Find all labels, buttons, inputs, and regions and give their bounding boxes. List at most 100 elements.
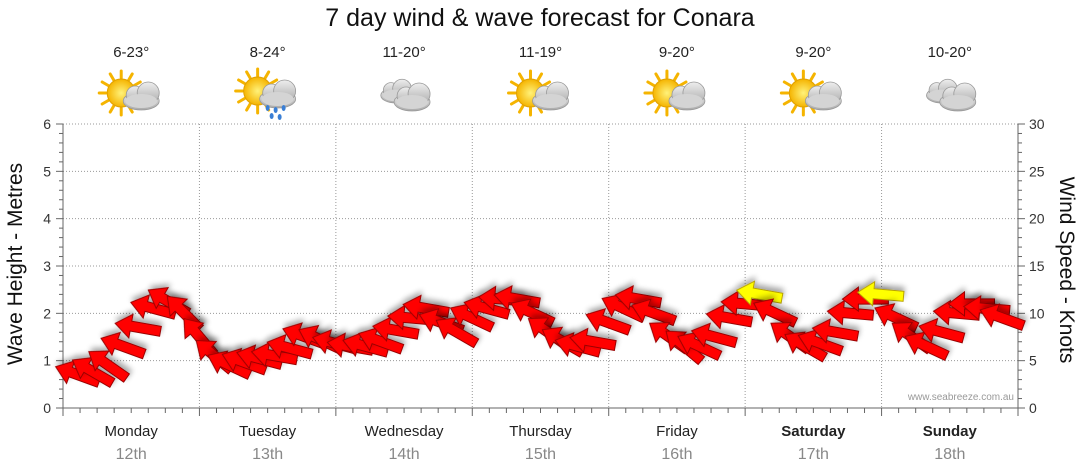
sun-ray [245,102,252,112]
wind-arrow [904,331,950,361]
sun-ray [127,72,134,82]
sun-ray [672,72,680,82]
partly-cloudy-icon [97,69,160,117]
rain-drop [277,114,282,120]
wind-arrow-shape [100,331,147,360]
date-label: 15th [525,446,556,463]
wind-arrow-shape [677,331,723,361]
left-tick-label: 6 [43,116,51,132]
day-label: Thursday [509,423,572,440]
chart-labels: 0 1 2 3 4 5 6 0 5 10 15 20 25 30 Wave Height - Metres W… [4,116,1078,463]
date-label: 13th [252,446,283,463]
wind-arrow [71,356,116,389]
temperature-label: 6-23° [113,44,150,61]
sun-ray [237,97,247,104]
right-tick-label: 25 [1029,163,1045,179]
sun-ray [678,80,688,87]
wind-arrow-shape [720,290,768,317]
wind-arrow-shape [357,326,405,355]
sun-ray [509,80,520,87]
right-tick-label: 20 [1029,211,1045,227]
sun-ray [518,104,525,114]
date-label: 16th [661,446,692,463]
sun-ray [108,104,116,114]
wind-arrow [856,280,905,307]
day-label: Wednesday [365,423,444,440]
right-tick-label: 0 [1029,400,1037,416]
cloud-shape [261,92,294,106]
day-label: Friday [656,423,698,440]
wind-arrow [435,317,480,349]
wind-arrow-shape [690,322,738,349]
wind-arrow [114,313,162,340]
wind-arrow [811,318,860,344]
sun-ray [654,104,661,114]
temperature-label: 9-20° [795,44,832,61]
wind-arrow [88,350,131,383]
temperature-label: 10-20° [927,44,972,61]
partly-cloudy-icon [507,69,569,117]
date-label: 14th [389,446,420,463]
temperature-label: 8-24° [249,44,286,61]
sun-ray [100,80,110,87]
right-tick-label: 10 [1029,305,1045,321]
wind-arrow [630,298,678,327]
sun-ray [518,72,525,82]
sun-ray [646,80,656,87]
wind-arrow-shape [463,294,511,320]
wind-arrow [752,298,799,328]
wind-arrow [100,331,147,360]
wind-arrow [797,328,844,357]
right-tick-label: 5 [1029,353,1037,369]
wind-arrow [720,290,768,317]
wind-arrow [826,299,875,326]
wind-arrow-shape [979,303,1026,331]
cloud-shape [670,94,703,108]
sun-ray [782,80,792,87]
left-tick-label: 1 [43,353,51,369]
cloud-shape [125,94,158,108]
sun-ray [108,72,116,82]
weather-icons [97,67,977,120]
cloud-shape [534,94,567,108]
wind-arrow-shape [856,280,905,307]
wind-arrow-shape [585,308,632,336]
left-tick-label: 2 [43,305,51,321]
wind-arrow [979,303,1026,331]
wind-arrow-shape [71,356,116,389]
wind-arrow [705,303,754,330]
wind-arrow-shape [904,331,950,361]
wind-arrow [463,294,511,320]
wind-arrow [266,333,314,360]
chart-title: 7 day wind & wave forecast for Conara [325,4,755,32]
left-tick-label: 4 [43,211,51,227]
sun-ray [536,72,543,82]
sun-ray [814,80,824,87]
sun-ray [269,78,279,85]
credit-text: www.seabreeze.com.au [907,392,1014,403]
sun-ray [646,99,656,106]
wind-arrow [918,317,966,344]
showers-icon [234,67,297,120]
wind-arrow-shape [614,284,663,311]
wind-arrows [54,280,1026,389]
date-label: 17th [798,446,829,463]
wind-arrow [585,308,632,336]
partly-cloudy-icon [643,69,706,117]
sun-ray [100,99,110,106]
right-tick-label: 30 [1029,116,1045,132]
wind-arrow-shape [372,316,420,342]
plot-grid [63,123,1018,408]
sun-ray [809,72,816,82]
day-label: Tuesday [239,423,296,440]
wind-arrow [372,316,420,342]
rain-drop [269,113,274,119]
right-axis-label: Wind Speed - Knots [1055,177,1078,364]
wind-arrow-shape [797,328,844,357]
wind-arrow [614,284,663,311]
rain-drop [273,107,278,113]
wind-arrow-shape [402,294,450,321]
wind-arrow-shape [114,313,162,340]
wind-arrow [677,331,723,361]
